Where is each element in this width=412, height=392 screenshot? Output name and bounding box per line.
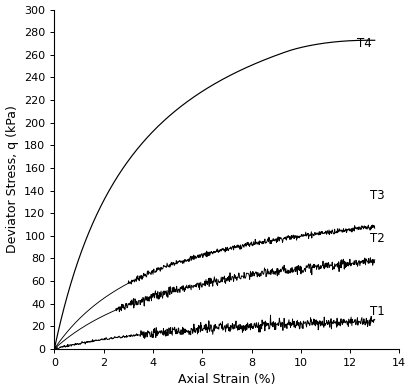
Text: T4: T4: [358, 37, 372, 50]
Y-axis label: Deviator Stress, q (kPa): Deviator Stress, q (kPa): [5, 105, 19, 253]
Text: T2: T2: [370, 232, 384, 245]
Text: T3: T3: [370, 189, 384, 201]
X-axis label: Axial Strain (%): Axial Strain (%): [178, 374, 276, 387]
Text: T1: T1: [370, 305, 384, 318]
